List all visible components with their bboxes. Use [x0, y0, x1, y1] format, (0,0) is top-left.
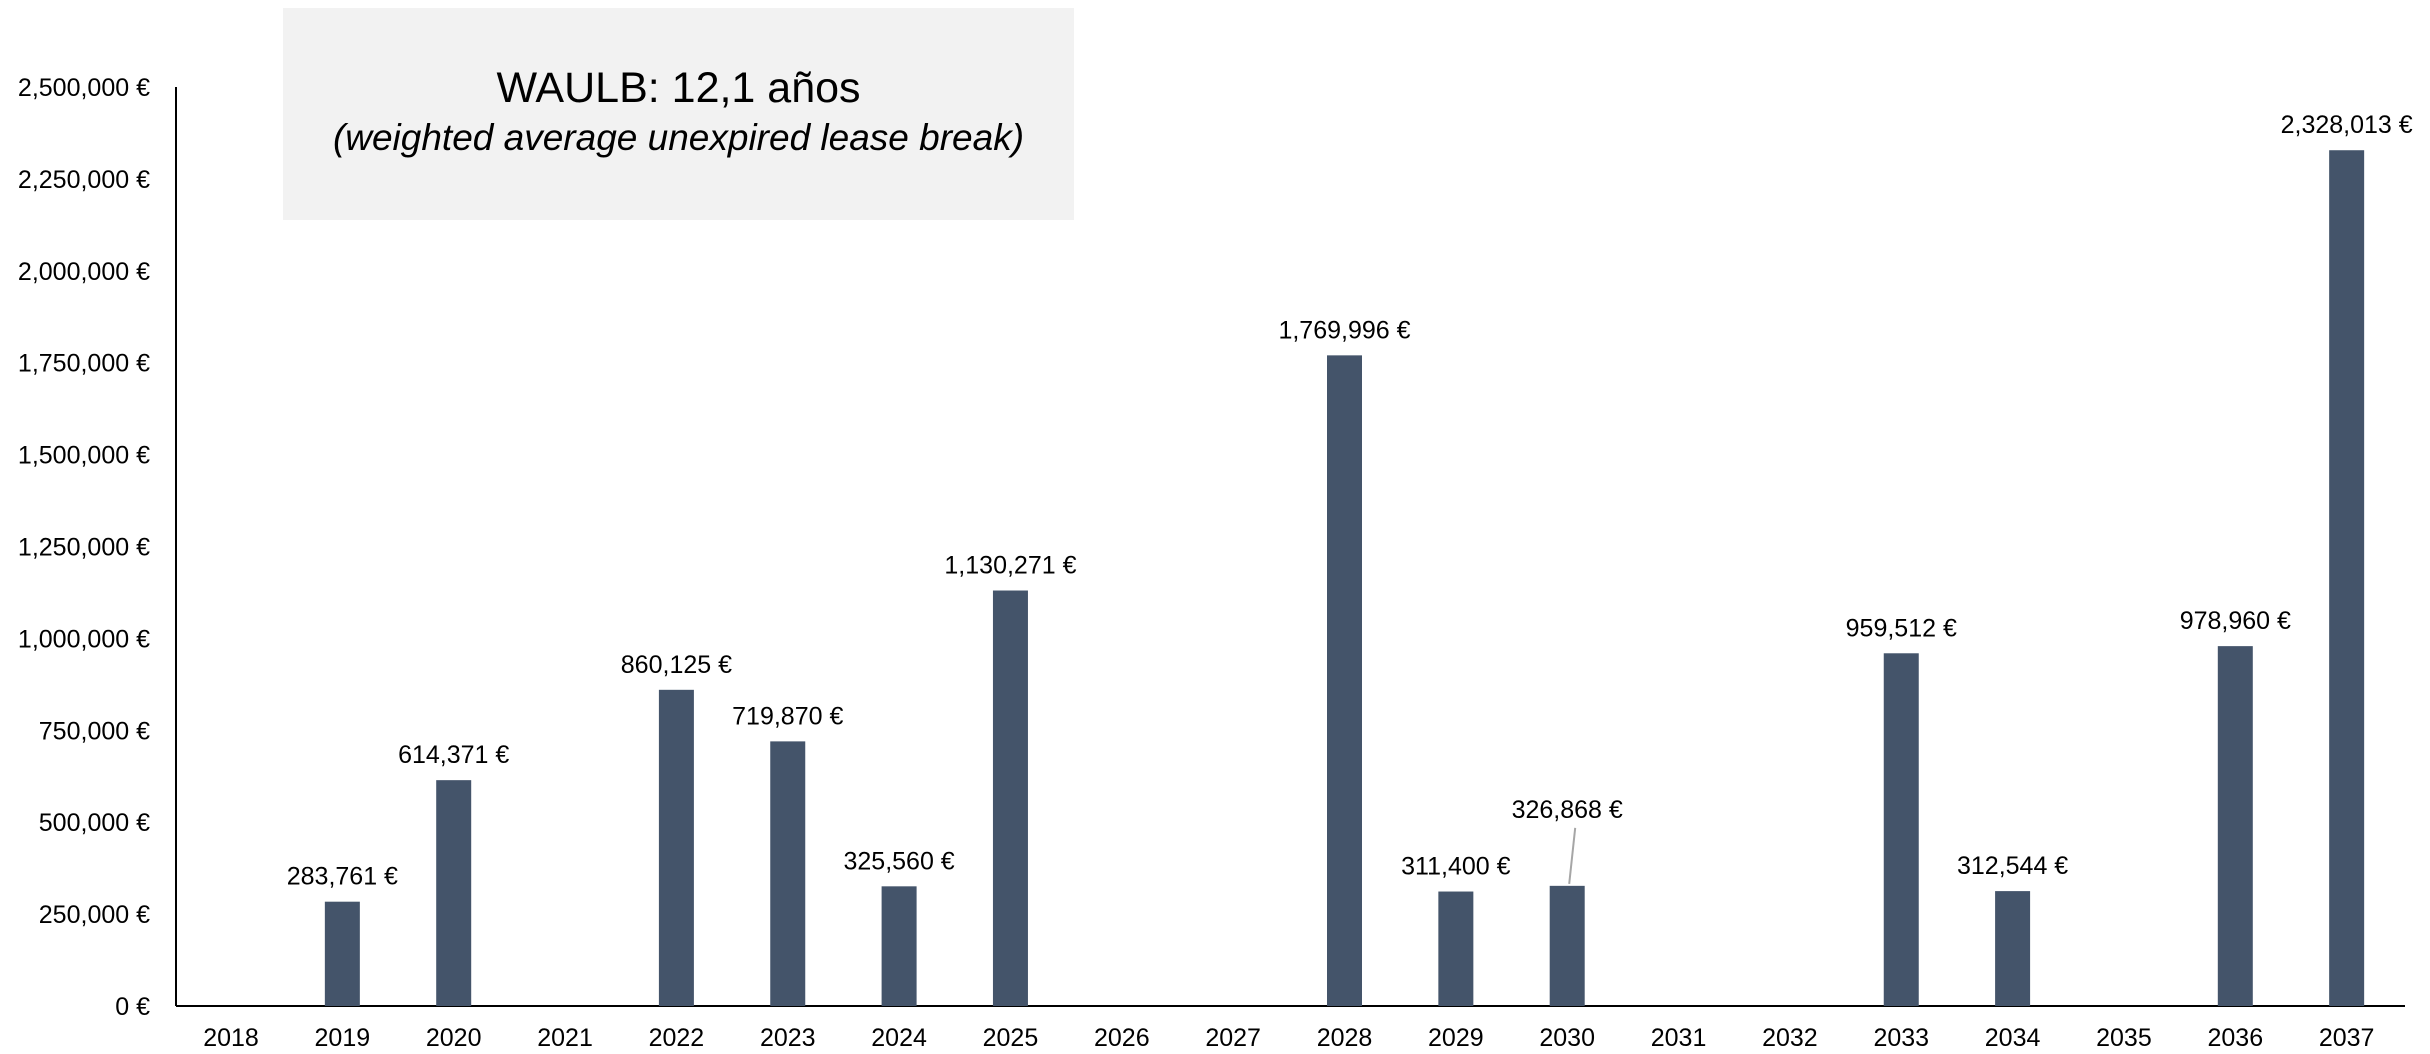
bar-2036: [2217, 646, 2253, 1006]
x-tick-label: 2028: [1317, 1024, 1373, 1052]
bar-2033: [1883, 653, 1919, 1006]
x-tick-label: 2032: [1762, 1024, 1818, 1052]
x-tick-label: 2018: [203, 1024, 259, 1052]
bar-2037: [2329, 150, 2365, 1007]
x-tick-label: 2033: [1873, 1024, 1929, 1052]
y-tick-label: 1,500,000 €: [18, 442, 150, 470]
x-tick-label: 2025: [983, 1024, 1039, 1052]
x-tick-label: 2029: [1428, 1024, 1484, 1052]
x-tick-label: 2031: [1651, 1024, 1707, 1052]
y-tick-label: 1,750,000 €: [18, 350, 150, 378]
bar-2029: [1438, 891, 1474, 1006]
bars: [324, 150, 2365, 1007]
data-label-2030: 326,868 €: [1512, 796, 1623, 824]
data-label-2025: 1,130,271 €: [944, 552, 1076, 580]
x-tick-label: 2024: [871, 1024, 927, 1052]
leader-line-2030: [1568, 827, 1577, 884]
bar-2024: [881, 886, 917, 1006]
data-label-2033: 959,512 €: [1846, 614, 1957, 642]
bar-2023: [770, 741, 806, 1006]
data-label-2037: 2,328,013 €: [2281, 111, 2413, 139]
waulb-metric: WAULB:: [496, 64, 660, 112]
bar-2019: [324, 901, 360, 1006]
waulb-headline: WAULB: 12,1 años: [283, 62, 1074, 114]
x-tick-label: 2037: [2319, 1024, 2375, 1052]
x-tick-label: 2035: [2096, 1024, 2152, 1052]
data-label-2019: 283,761 €: [287, 863, 398, 891]
data-label-2028: 1,769,996 €: [1278, 316, 1410, 344]
x-tick-label: 2034: [1985, 1024, 2041, 1052]
bar-2022: [658, 689, 694, 1006]
data-label-2029: 311,400 €: [1401, 853, 1510, 881]
x-tick-label: 2020: [426, 1024, 482, 1052]
bar-2025: [992, 590, 1028, 1006]
x-tick-label: 2022: [649, 1024, 705, 1052]
y-tick-label: 750,000 €: [39, 717, 150, 745]
y-tick-label: 1,250,000 €: [18, 534, 150, 562]
y-tick-label: 2,000,000 €: [18, 258, 150, 286]
x-tick-label: 2023: [760, 1024, 816, 1052]
data-labels: 283,761 € 614,371 € 860,125 €719,870 € 325,…: [287, 111, 2413, 890]
bar-2020: [436, 780, 472, 1006]
y-tick-label: 2,250,000 €: [18, 166, 150, 194]
data-label-2020: 614,371 €: [398, 741, 509, 769]
data-label-2034: 312,544 €: [1957, 852, 2068, 880]
x-tick-label: 2030: [1539, 1024, 1595, 1052]
bar-2030: [1549, 885, 1585, 1006]
waulb-callout: WAULB: 12,1 años (weighted average unexp…: [283, 8, 1074, 220]
y-axis: 0 € 250,000 € 500,000 € 750,000 € 1,000,000 …: [18, 74, 177, 1021]
waulb-value: 12,1 años: [671, 64, 861, 112]
data-label-2024: 325,560 €: [843, 847, 954, 875]
data-label-2023: 719,870 €: [732, 702, 843, 730]
bar-2028: [1327, 355, 1362, 1006]
x-tick-label: 2021: [537, 1024, 593, 1052]
x-tick-label: 2019: [315, 1024, 371, 1052]
x-axis: 2018 2019 2020 2021 2022 2023 2024 2025 2026 2027…: [176, 1005, 2405, 1052]
y-tick-label: 1,000,000 €: [18, 625, 150, 653]
data-label-2036: 978,960 €: [2180, 607, 2291, 635]
x-tick-label: 2036: [2207, 1024, 2263, 1052]
x-tick-label: 2026: [1094, 1024, 1150, 1052]
y-tick-label: 2,500,000 €: [18, 74, 150, 102]
bar-2034: [1995, 891, 2031, 1006]
data-label-2022: 860,125 €: [621, 651, 732, 679]
y-tick-label: 250,000 €: [39, 901, 150, 929]
x-tick-label: 2027: [1205, 1024, 1261, 1052]
y-tick-label: 500,000 €: [39, 809, 150, 837]
y-tick-label: 0 €: [115, 993, 150, 1021]
waulb-subtitle: (weighted average unexpired lease break): [332, 117, 1025, 158]
